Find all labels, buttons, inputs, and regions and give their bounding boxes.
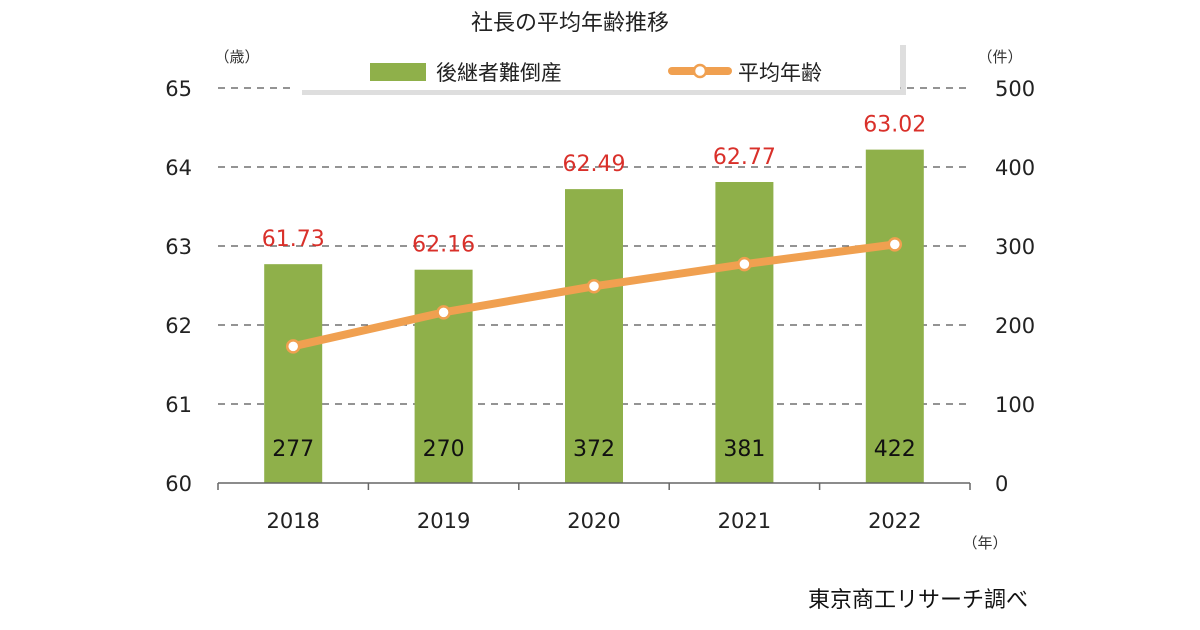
bar-value-label: 422 (874, 437, 916, 462)
bar (264, 264, 323, 483)
bar (715, 182, 774, 483)
legend-bar-label: 後継者難倒産 (436, 61, 562, 85)
legend-bar-swatch (370, 63, 426, 81)
line-value-label: 61.73 (262, 227, 325, 252)
right-tick-label: 0 (995, 472, 1008, 496)
legend-line-label: 平均年齢 (738, 61, 822, 85)
left-tick-label: 64 (165, 156, 192, 180)
line-value-label: 63.02 (863, 113, 926, 138)
bar-value-label: 381 (723, 437, 765, 462)
right-axis-unit: （件） (977, 48, 1022, 66)
x-tick-label: 2020 (567, 509, 620, 533)
left-tick-label: 61 (165, 393, 192, 417)
x-tick-label: 2021 (718, 509, 771, 533)
bar (565, 189, 623, 483)
line-point (436, 305, 451, 320)
right-tick-label: 500 (995, 77, 1035, 101)
line-point (285, 339, 301, 354)
legend-line-marker (692, 63, 708, 79)
x-tick-label: 2019 (417, 509, 470, 533)
right-tick-label: 400 (995, 156, 1035, 180)
x-tick-label: 2022 (868, 509, 921, 533)
line-point (887, 237, 903, 252)
source-note: 東京商工リサーチ調べ (808, 588, 1029, 613)
x-axis-unit: （年） (962, 534, 1007, 552)
left-tick-label: 62 (165, 314, 192, 338)
line-point (586, 279, 602, 294)
right-tick-label: 100 (995, 393, 1035, 417)
right-tick-label: 300 (995, 235, 1035, 259)
x-tick-label: 2018 (266, 509, 319, 533)
line-point (737, 256, 752, 272)
bar-value-label: 277 (272, 437, 314, 462)
left-tick-label: 60 (165, 472, 192, 496)
left-tick-label: 63 (165, 235, 192, 259)
bar-value-label: 372 (573, 437, 615, 462)
left-axis-unit: （歳） (214, 48, 259, 66)
right-tick-label: 200 (995, 314, 1035, 338)
bar-value-label: 270 (423, 437, 465, 462)
chart-title: 社長の平均年齢推移 (471, 11, 669, 36)
left-tick-label: 65 (165, 77, 192, 101)
line-value-label: 62.49 (563, 152, 626, 177)
bar (865, 149, 924, 483)
line-value-label: 62.16 (412, 233, 475, 258)
line-value-label: 62.77 (713, 145, 776, 170)
